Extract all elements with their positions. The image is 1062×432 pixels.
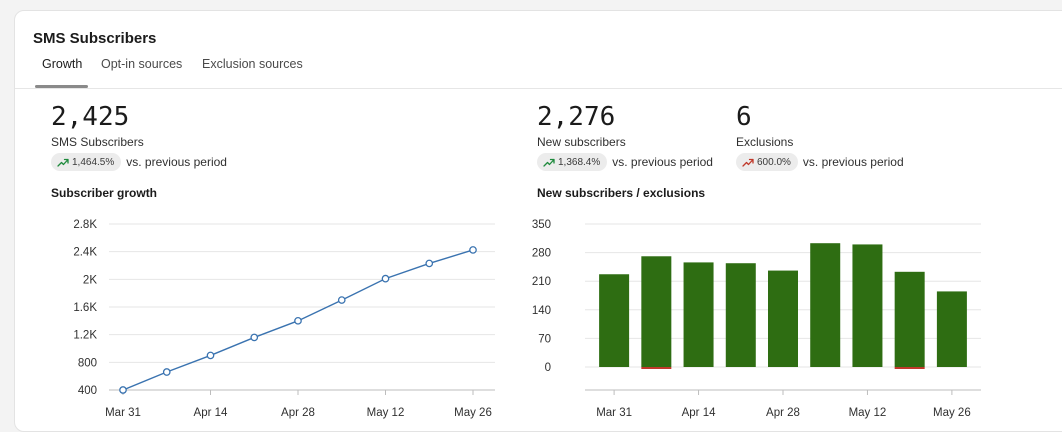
change-badge: 1,464.5% xyxy=(51,153,122,171)
tab-bar: Growth Opt-in sources Exclusion sources xyxy=(33,57,1062,89)
y-tick-label: 210 xyxy=(532,276,551,288)
bar-new-subscribers xyxy=(641,256,672,367)
y-tick-label: 2K xyxy=(83,274,97,286)
metric-exclusions: 6 Exclusions 600.0% vs. previous period xyxy=(736,102,904,172)
bar-new-subscribers xyxy=(810,243,841,367)
data-point xyxy=(381,274,390,283)
data-point xyxy=(206,351,215,360)
data-point xyxy=(294,316,302,325)
y-tick-label: 2.4K xyxy=(73,247,97,259)
metric-label: Exclusions xyxy=(736,135,794,149)
bar-new-subscribers xyxy=(894,271,925,367)
data-point xyxy=(119,386,127,394)
x-tick-label: May 26 xyxy=(454,407,492,419)
tab-exclusion-sources-label: Exclusion sources xyxy=(202,57,303,71)
change-percent: 1,368.4% xyxy=(558,156,601,168)
bar-new-subscribers xyxy=(599,274,630,367)
x-tick-label: May 12 xyxy=(849,407,887,419)
bar-new-subscribers xyxy=(683,262,714,367)
y-tick-label: 2.8K xyxy=(73,219,97,231)
metric-new-subscribers: 2,276 New subscribers 1,368.4% vs. previ… xyxy=(537,102,713,172)
metric-value: 6 xyxy=(736,102,752,132)
x-tick-label: Apr 28 xyxy=(766,407,800,419)
y-tick-label: 0 xyxy=(545,362,551,374)
metric-change-row: 1,464.5% vs. previous period xyxy=(51,152,227,172)
comparison-text: vs. previous period xyxy=(802,155,904,169)
data-point xyxy=(162,368,171,376)
bar-exclusions xyxy=(894,367,925,369)
tab-growth-label: Growth xyxy=(42,57,83,71)
comparison-text: vs. previous period xyxy=(612,155,713,169)
metric-sms-subscribers: 2,425 SMS Subscribers 1,464.5% vs. previ… xyxy=(51,102,227,172)
chart-title-subscriber-growth: Subscriber growth xyxy=(51,186,158,200)
bar-new-subscribers xyxy=(725,263,756,367)
x-tick-label: Mar 31 xyxy=(596,407,632,419)
metric-label: SMS Subscribers xyxy=(51,135,144,149)
data-point xyxy=(250,333,259,342)
y-tick-label: 140 xyxy=(532,305,551,317)
data-point xyxy=(425,259,434,268)
y-tick-label: 800 xyxy=(78,357,97,369)
x-tick-label: May 26 xyxy=(933,407,971,419)
chart-title-new-vs-exclusions: New subscribers / exclusions xyxy=(537,186,706,200)
metric-change-row: 600.0% vs. previous period xyxy=(736,152,904,172)
x-tick-label: Apr 28 xyxy=(281,407,315,419)
bar-exclusions xyxy=(641,367,672,369)
tab-opt-in-sources-label: Opt-in sources xyxy=(101,57,183,71)
new-subscribers-exclusions-chart: 0 70 140 210 280 350 Mar 31 Apr 14 Apr 28 May 12 M… xyxy=(532,219,981,419)
trend-up-icon xyxy=(543,158,555,167)
y-tick-label: 1.2K xyxy=(73,330,97,342)
metric-change-row: 1,368.4% vs. previous period xyxy=(537,152,713,172)
x-tick-label: May 12 xyxy=(367,407,405,419)
comparison-text: vs. previous period xyxy=(126,155,227,169)
tab-opt-in-sources[interactable]: Opt-in sources xyxy=(101,57,182,87)
change-percent: 1,464.5% xyxy=(72,156,115,168)
bar-new-subscribers xyxy=(768,270,798,367)
bar-new-subscribers xyxy=(852,244,883,367)
y-tick-label: 1.6K xyxy=(73,302,97,314)
trend-up-icon xyxy=(57,158,69,167)
tab-growth-underline xyxy=(35,85,88,88)
x-tick-label: Apr 14 xyxy=(682,407,716,419)
y-tick-label: 400 xyxy=(78,385,97,397)
tabs-divider xyxy=(15,88,1062,89)
y-tick-label: 280 xyxy=(532,248,551,260)
y-tick-label: 70 xyxy=(538,333,551,345)
tab-growth[interactable]: Growth xyxy=(42,57,82,87)
data-point xyxy=(337,296,346,304)
data-point xyxy=(469,246,477,254)
trend-up-icon xyxy=(742,158,754,167)
sms-subscribers-card: SMS Subscribers Growth Opt-in sources Ex… xyxy=(14,10,1062,432)
x-tick-label: Mar 31 xyxy=(105,407,141,419)
change-percent: 600.0% xyxy=(757,156,791,168)
change-badge: 1,368.4% xyxy=(537,153,608,171)
metric-value: 2,425 xyxy=(51,102,130,132)
bar-new-subscribers xyxy=(936,291,967,367)
metric-label: New subscribers xyxy=(537,135,626,149)
card-title: SMS Subscribers xyxy=(33,30,157,47)
metric-value: 2,276 xyxy=(537,102,616,132)
y-tick-label: 350 xyxy=(532,219,551,231)
change-badge: 600.0% xyxy=(736,153,798,171)
subscriber-growth-chart: 400 800 1.2K 1.6K 2K 2.4K 2.8K Mar 31 Apr 14 Apr … xyxy=(73,219,495,419)
x-tick-label: Apr 14 xyxy=(194,407,228,419)
tab-exclusion-sources[interactable]: Exclusion sources xyxy=(202,57,303,87)
